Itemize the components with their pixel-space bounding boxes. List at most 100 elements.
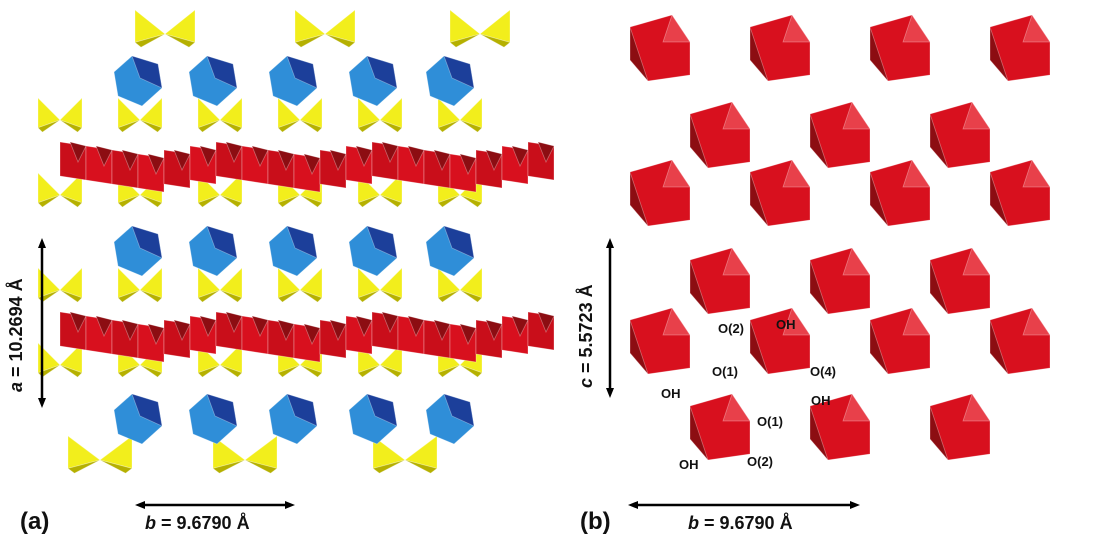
tetrahedron-shadow [459, 194, 483, 208]
atom-label: O(2) [718, 321, 744, 336]
red-octahedral-chains [59, 141, 555, 363]
octahedron-shadow [689, 113, 709, 169]
tetrahedron [219, 97, 243, 129]
octahedron-shadow [749, 171, 769, 227]
tetrahedron-shadow [299, 194, 323, 208]
tetrahedron-shadow [277, 119, 301, 133]
octahedron-shadow [329, 149, 347, 171]
octahedron-highlight [1022, 307, 1051, 336]
octahedron-shadow [629, 26, 649, 82]
tetrahedron-shadow [219, 194, 243, 208]
panel-a-label: (a) [20, 508, 49, 535]
octahedron-shadow [485, 149, 503, 171]
tetrahedron-shadow [197, 289, 221, 303]
blue-polyhedra [113, 55, 475, 445]
tetrahedron-shadow [117, 119, 141, 133]
tetrahedron-shadow [437, 289, 461, 303]
tetrahedron [479, 9, 511, 43]
octahedron-shadow [689, 405, 709, 461]
tetrahedron [379, 97, 403, 129]
octahedron-shadow [929, 259, 949, 315]
octahedron-shadow [303, 323, 321, 345]
octahedron-shadow [199, 145, 217, 167]
tetrahedron-shadow [479, 33, 511, 48]
octahedron-shadow [277, 149, 295, 171]
tetrahedron-shadow [117, 194, 141, 208]
octahedron-shadow [407, 145, 425, 167]
tetrahedron-shadow [357, 289, 381, 303]
octahedron-shadow [407, 315, 425, 337]
tetrahedron-shadow [277, 289, 301, 303]
tetrahedron-shadow [59, 289, 83, 303]
tetrahedron-shadow [324, 33, 356, 48]
tetrahedron-shadow [379, 364, 403, 378]
octahedron-highlight [782, 159, 811, 188]
atom-label: O(4) [810, 364, 836, 379]
tetrahedron-shadow [372, 459, 406, 474]
tetrahedron-shadow [59, 364, 83, 378]
octahedron-shadow [355, 145, 373, 167]
blue-polyhedron-shadow [131, 393, 163, 427]
octahedron-shadow [69, 141, 87, 163]
tetrahedron-shadow [299, 364, 323, 378]
octahedron-shadow [511, 145, 529, 167]
tetrahedron [379, 267, 403, 299]
octahedron-shadow [225, 311, 243, 333]
octahedron-shadow [251, 315, 269, 337]
octahedron-shadow [303, 153, 321, 175]
octahedron-shadow [355, 315, 373, 337]
tetrahedron-shadow [117, 289, 141, 303]
tetrahedron-shadow [357, 364, 381, 378]
tetrahedron [59, 267, 83, 299]
red-octahedra-grid [629, 14, 1051, 461]
yellow-tetrahedra [37, 9, 511, 474]
tetrahedron-shadow [379, 119, 403, 133]
octahedron-highlight [842, 247, 871, 276]
tetrahedron-shadow [139, 289, 163, 303]
octahedron-shadow [173, 149, 191, 171]
tetrahedron [459, 97, 483, 129]
octahedron-highlight [722, 247, 751, 276]
atom-label: O(1) [757, 414, 783, 429]
tetrahedron [449, 9, 481, 43]
tetrahedron-shadow [212, 459, 246, 474]
tetrahedron-shadow [139, 364, 163, 378]
tetrahedron [244, 435, 278, 469]
tetrahedron-shadow [357, 119, 381, 133]
tetrahedron [324, 9, 356, 43]
blue-polyhedron-shadow [366, 393, 398, 427]
octahedron-highlight [662, 14, 691, 43]
octahedron-shadow [511, 315, 529, 337]
octahedron-shadow [809, 405, 829, 461]
octahedron-shadow [689, 259, 709, 315]
tetrahedron-shadow [459, 364, 483, 378]
tetrahedron [164, 9, 196, 43]
blue-polyhedron-shadow [131, 225, 163, 259]
atom-label: OH [811, 393, 831, 408]
octahedron-highlight [842, 393, 871, 422]
octahedron-shadow [989, 319, 1009, 375]
octahedron-shadow [869, 319, 889, 375]
octahedron-shadow [629, 319, 649, 375]
tetrahedron [294, 9, 326, 43]
octahedron-shadow [225, 141, 243, 163]
octahedron-shadow [869, 26, 889, 82]
octahedron-highlight [962, 247, 991, 276]
blue-polyhedron-shadow [443, 393, 475, 427]
octahedron-shadow [433, 319, 451, 341]
tetrahedron-shadow [437, 194, 461, 208]
tetrahedron-shadow [294, 33, 326, 48]
a-axis-label: a = 10.2694 Å [6, 278, 26, 392]
octahedron-shadow [147, 323, 165, 345]
octahedron-shadow [809, 259, 829, 315]
tetrahedron-shadow [379, 194, 403, 208]
octahedron-highlight [722, 393, 751, 422]
octahedron-shadow [749, 26, 769, 82]
tetrahedron-shadow [37, 119, 61, 133]
atom-label: OH [679, 457, 699, 472]
octahedron-shadow [809, 113, 829, 169]
blue-polyhedron-shadow [206, 393, 238, 427]
octahedron-highlight [902, 307, 931, 336]
tetrahedron-shadow [219, 289, 243, 303]
octahedron-shadow [929, 405, 949, 461]
